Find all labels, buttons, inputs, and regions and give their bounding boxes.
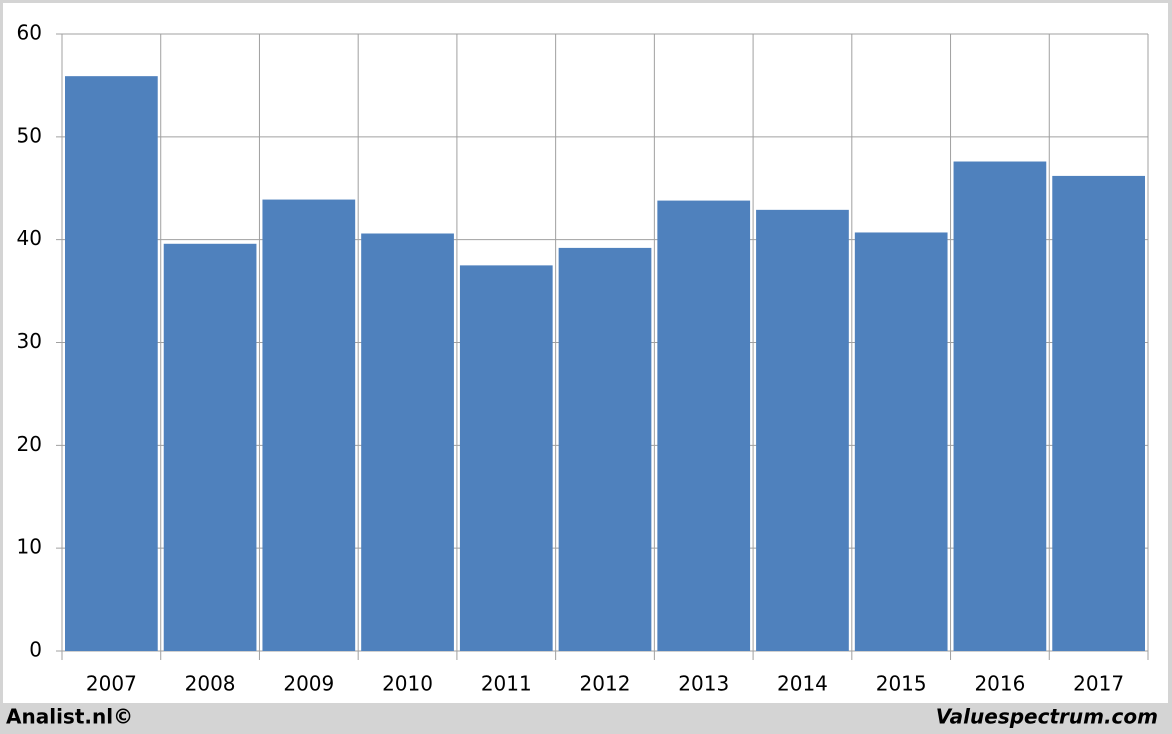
bar [1052,175,1145,651]
bar [459,265,553,651]
y-tick-label: 0 [29,638,42,662]
x-tick-label: 2010 [382,672,433,696]
y-tick-label: 10 [17,535,42,559]
x-tick-label: 2016 [974,672,1025,696]
y-tick-label: 40 [17,226,42,250]
footer-right: Valuespectrum.com [936,705,1158,729]
x-tick-label: 2017 [1073,672,1124,696]
bar [756,209,849,651]
footer-left: Analist.nl© [6,705,133,729]
bar [65,76,158,651]
bar [361,233,454,651]
x-tick-label: 2015 [876,672,927,696]
bar [558,247,652,652]
y-tick-label: 60 [17,21,42,45]
x-tick-label: 2008 [185,672,236,696]
bar [657,200,751,651]
x-tick-label: 2013 [678,672,729,696]
bar [163,243,257,651]
y-tick-label: 20 [17,432,42,456]
bar [953,161,1047,651]
x-tick-label: 2007 [86,672,137,696]
bar [854,232,948,652]
x-tick-label: 2012 [580,672,631,696]
bar [262,199,356,652]
x-tick-label: 2009 [283,672,334,696]
y-tick-label: 30 [17,329,42,353]
y-tick-label: 50 [17,123,42,147]
x-tick-label: 2014 [777,672,828,696]
x-tick-label: 2011 [481,672,532,696]
